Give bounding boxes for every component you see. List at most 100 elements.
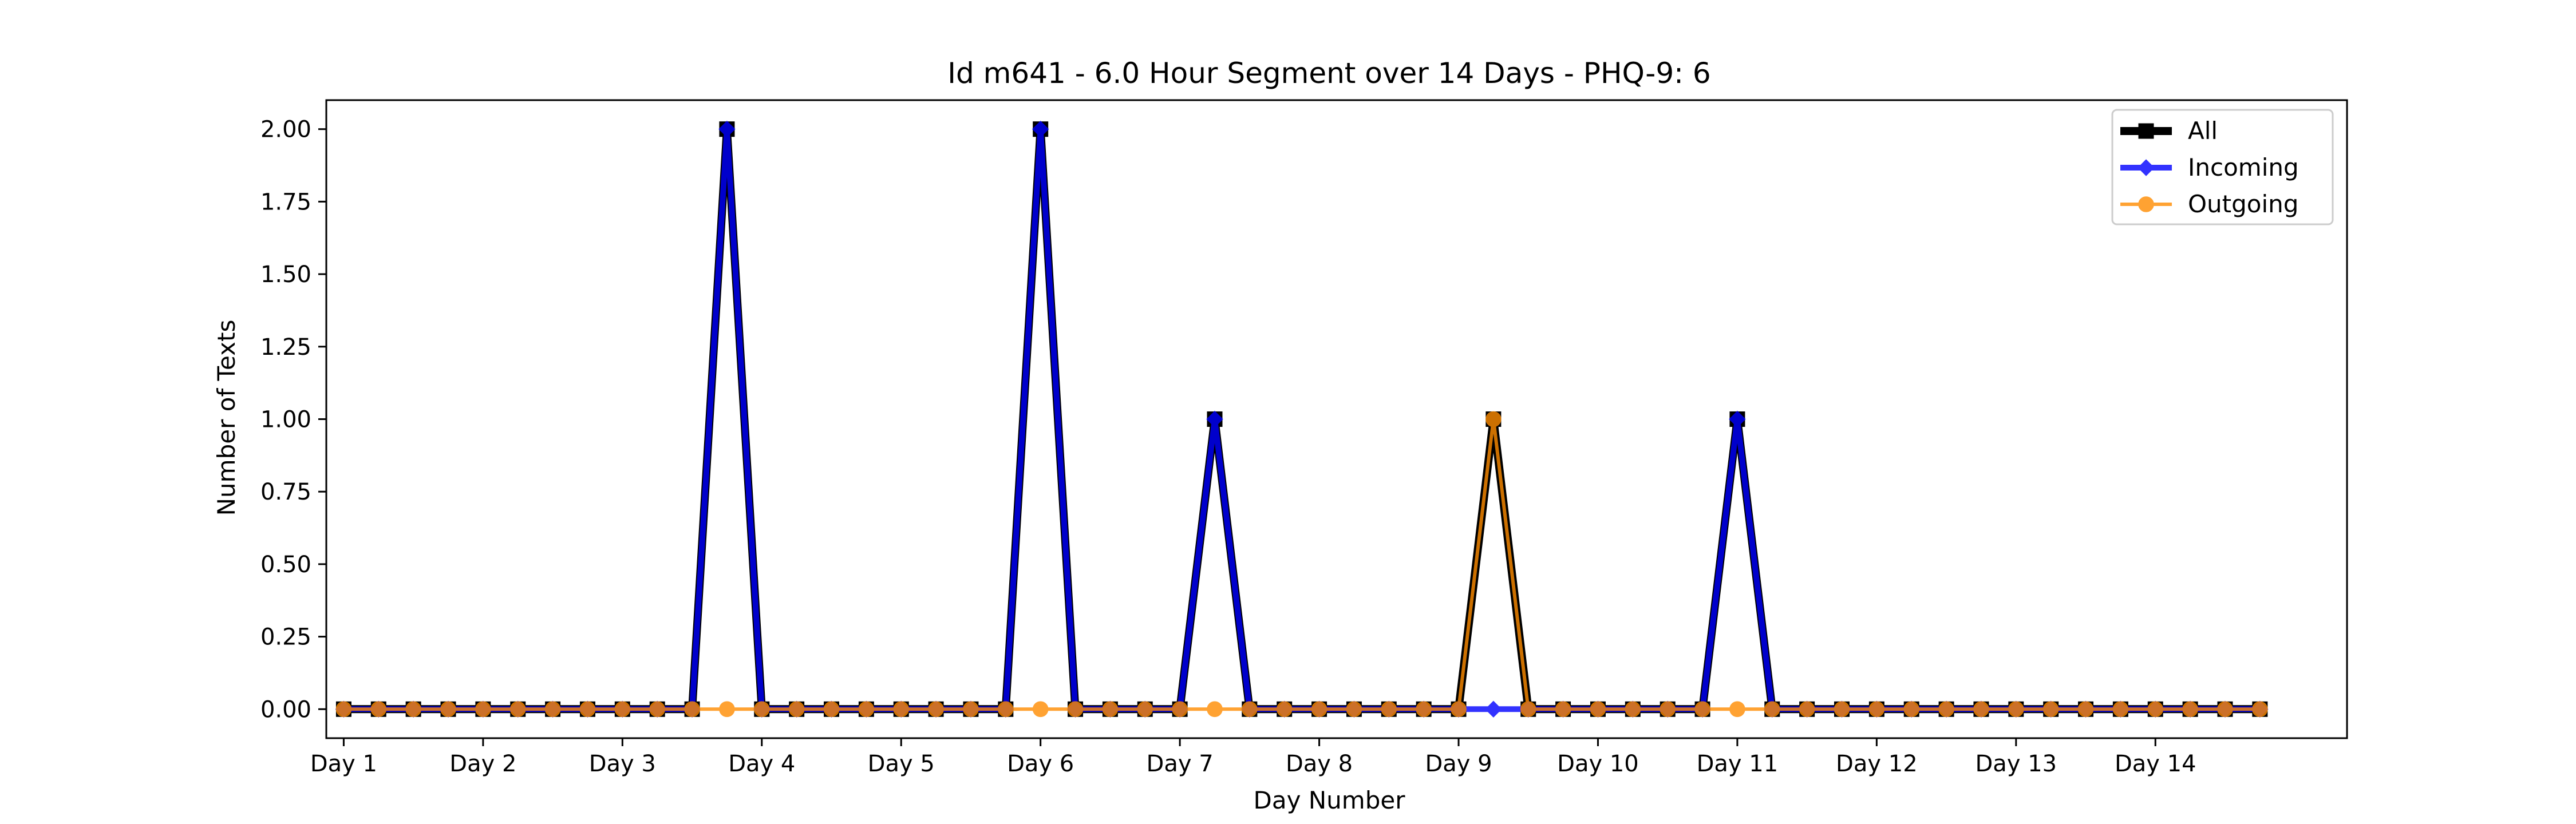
y-tick-label: 0.25 <box>260 624 311 651</box>
data-point-incoming <box>1485 700 1502 718</box>
data-point-outgoing <box>1834 701 1850 718</box>
data-point-incoming <box>1032 120 1049 138</box>
data-point-outgoing <box>1764 701 1780 718</box>
data-point-outgoing <box>1485 411 1502 427</box>
legend-label-outgoing: Outgoing <box>2188 190 2298 218</box>
data-point-outgoing <box>335 701 352 718</box>
x-axis-label: Day Number <box>1253 786 1405 814</box>
data-point-outgoing <box>928 701 944 718</box>
data-point-outgoing <box>1102 701 1119 718</box>
data-point-outgoing <box>1207 701 1223 718</box>
y-tick-label: 0.50 <box>260 552 311 578</box>
legend-label-all: All <box>2188 117 2218 145</box>
x-tick-label: Day 3 <box>589 751 656 777</box>
x-tick-label: Day 6 <box>1007 751 1074 777</box>
series-line-incoming <box>343 126 2260 712</box>
series-all <box>335 121 2268 717</box>
x-tick-label: Day 12 <box>1836 751 1918 777</box>
x-tick-label: Day 8 <box>1286 751 1353 777</box>
data-point-outgoing <box>1973 701 1989 718</box>
x-tick-label: Day 2 <box>449 751 516 777</box>
data-point-outgoing <box>509 701 526 718</box>
legend-marker-outgoing <box>2138 196 2154 212</box>
data-point-outgoing <box>649 701 665 718</box>
data-point-outgoing <box>440 701 456 718</box>
series-incoming <box>335 120 2269 718</box>
data-point-outgoing <box>2252 701 2268 718</box>
x-tick-label: Day 5 <box>868 751 935 777</box>
x-tick-label: Day 7 <box>1147 751 1214 777</box>
data-point-outgoing <box>1276 701 1293 718</box>
data-point-outgoing <box>753 701 770 718</box>
data-point-outgoing <box>2147 701 2164 718</box>
x-tick-label: Day 9 <box>1425 751 1492 777</box>
x-tick-label: Day 14 <box>2115 751 2196 777</box>
data-point-outgoing <box>858 701 875 718</box>
data-point-outgoing <box>1938 701 1954 718</box>
data-point-outgoing <box>1137 701 1153 718</box>
y-axis: 0.00 0.25 0.50 0.75 1.00 1.25 1.50 1.75 2.00 <box>260 117 326 723</box>
data-point-outgoing <box>1067 701 1084 718</box>
data-point-outgoing <box>2112 701 2129 718</box>
series-outgoing <box>335 411 2268 718</box>
x-tick-label: Day 4 <box>728 751 795 777</box>
data-point-outgoing <box>2077 701 2094 718</box>
data-point-outgoing <box>1590 701 1606 718</box>
x-tick-label: Day 1 <box>310 751 377 777</box>
x-tick-label: Day 13 <box>1976 751 2057 777</box>
legend-marker-all <box>2138 123 2154 139</box>
data-point-outgoing <box>719 701 735 718</box>
chart-title: Id m641 - 6.0 Hour Segment over 14 Days … <box>947 57 1710 90</box>
plot-frame <box>325 99 2348 739</box>
data-point-outgoing <box>2042 701 2059 718</box>
data-point-outgoing <box>1520 701 1536 718</box>
data-point-outgoing <box>1451 701 1467 718</box>
data-point-outgoing <box>788 701 805 718</box>
y-tick-label: 1.25 <box>260 334 311 360</box>
x-tick-label: Day 11 <box>1697 751 1779 777</box>
data-point-outgoing <box>1625 701 1641 718</box>
series-line-outgoing <box>343 417 2260 711</box>
data-point-outgoing <box>1172 701 1188 718</box>
data-point-outgoing <box>2182 701 2198 718</box>
plot-series <box>335 120 2269 718</box>
data-point-outgoing <box>1729 701 1745 718</box>
y-tick-label: 0.75 <box>260 479 311 505</box>
data-point-outgoing <box>1903 701 1920 718</box>
data-point-outgoing <box>1555 701 1571 718</box>
y-tick-label: 0.00 <box>260 696 311 723</box>
data-point-outgoing <box>1694 701 1710 718</box>
data-point-incoming <box>1206 410 1223 428</box>
data-point-outgoing <box>1346 701 1362 718</box>
data-point-outgoing <box>405 701 421 718</box>
data-point-incoming <box>1729 410 1746 428</box>
y-tick-label: 2.00 <box>260 117 311 143</box>
legend-entry-outgoing <box>2120 196 2172 212</box>
y-axis-label: Number of Texts <box>212 320 240 516</box>
data-point-outgoing <box>823 701 840 718</box>
legend-label-incoming: Incoming <box>2188 153 2299 181</box>
x-tick-label: Day 10 <box>1557 751 1639 777</box>
data-point-outgoing <box>963 701 979 718</box>
data-point-outgoing <box>1868 701 1885 718</box>
data-point-outgoing <box>998 701 1014 718</box>
y-tick-label: 1.75 <box>260 189 311 215</box>
data-point-outgoing <box>475 701 491 718</box>
y-tick-label: 1.00 <box>260 407 311 433</box>
data-point-outgoing <box>1381 701 1397 718</box>
data-point-outgoing <box>1311 701 1327 718</box>
data-point-outgoing <box>1242 701 1258 718</box>
data-point-outgoing <box>370 701 387 718</box>
legend-marker-incoming <box>2138 159 2155 176</box>
data-point-outgoing <box>893 701 910 718</box>
data-point-outgoing <box>1416 701 1432 718</box>
data-point-outgoing <box>2217 701 2233 718</box>
x-axis: Day 1 Day 2 Day 3 Day 4 Day 5 Day 6 Day 7 Day 8… <box>310 738 2196 777</box>
data-point-outgoing <box>1799 701 1815 718</box>
legend-entry-incoming <box>2120 159 2172 176</box>
data-point-outgoing <box>579 701 596 718</box>
series-line-all <box>343 125 2260 714</box>
data-point-outgoing <box>684 701 700 718</box>
data-point-outgoing <box>2008 701 2024 718</box>
